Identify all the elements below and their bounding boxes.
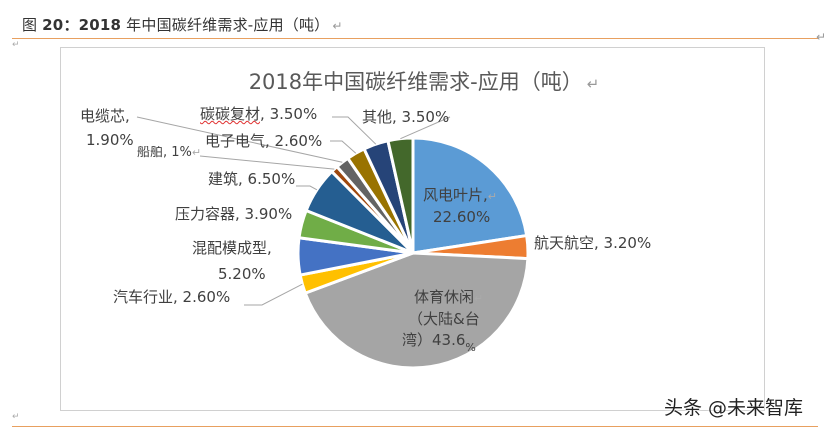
return-mark-icon: ↵: [474, 292, 484, 305]
label-name: 船舶,: [137, 146, 172, 158]
label-value: 2.60%: [274, 132, 323, 150]
label-name: 汽车行业,: [113, 288, 183, 306]
caption-rule-top: [12, 38, 818, 39]
label-name: 风电叶片,: [423, 186, 488, 204]
pie-slice[interactable]: [386, 136, 415, 255]
chart-title-text: 2018年中国碳纤维需求-应用（吨）: [248, 70, 583, 94]
return-mark-icon: ↵: [815, 30, 826, 44]
label-value: 3.50%: [269, 105, 318, 123]
label-name: 电子电气,: [205, 132, 275, 150]
label-value: 3.20%: [603, 234, 652, 252]
paragraph-mark-icon: ↵: [12, 412, 20, 422]
leader-line: [332, 116, 377, 145]
label-value: 5.20%: [218, 265, 266, 283]
label-value: 湾）43.6: [402, 331, 466, 349]
return-mark-icon: ↵: [332, 19, 343, 33]
label-value: 6.50%: [247, 170, 296, 188]
label-cable-core: 电缆芯, 1.90%: [80, 104, 134, 152]
label-sep: ,: [260, 105, 270, 123]
label-sports: 体育休闲↵ （大陆&台 湾）43.6%: [402, 287, 484, 354]
leader-line: [244, 283, 303, 306]
label-name: 体育休闲: [414, 288, 475, 306]
caption-prefix: 图: [22, 16, 43, 34]
caption-number: 20：2018: [42, 16, 122, 34]
label-name: 压力容器,: [175, 205, 245, 223]
return-mark-icon: ↵: [191, 146, 202, 158]
label-name: 其他,: [362, 108, 402, 126]
label-value: 1.90%: [86, 131, 134, 149]
caption-rule-bottom: [12, 426, 818, 427]
label-value: 3.50%: [401, 108, 450, 126]
leader-line: [400, 116, 451, 140]
label-value: 1%: [171, 146, 192, 158]
label-electronics: 电子电气, 2.60%: [205, 131, 322, 151]
label-name: 碳碳复材: [200, 105, 261, 123]
label-unit: %: [465, 341, 476, 354]
label-name: 电缆芯,: [80, 107, 130, 125]
label-pressure-vessel: 压力容器, 3.90%: [175, 204, 292, 224]
label-auto: 汽车行业, 2.60%: [113, 287, 230, 307]
label-molding: 混配模成型, 5.20%: [192, 235, 272, 287]
label-other: 其他, 3.50%: [362, 107, 449, 127]
label-name: 混配模成型,: [192, 239, 272, 257]
label-name-cont: （大陆&台: [408, 310, 480, 328]
return-mark-icon: ↵: [586, 75, 600, 93]
pie-slice[interactable]: [303, 251, 530, 370]
caption-text: 年中国碳纤维需求-应用（吨）: [121, 16, 330, 34]
label-ship: 船舶, 1%↵: [137, 146, 201, 158]
leader-line: [296, 185, 318, 191]
label-value: 22.60%: [433, 208, 491, 226]
label-name: 航天航空,: [534, 234, 604, 252]
label-wind-blade: 风电叶片,↵ 22.60%: [423, 185, 497, 227]
watermark: 头条 @未来智库: [664, 397, 804, 419]
label-carbon-carbon: 碳碳复材, 3.50%: [200, 104, 317, 124]
return-mark-icon: ↵: [487, 190, 497, 203]
label-name: 建筑,: [208, 170, 248, 188]
leader-line: [330, 140, 357, 154]
chart-frame[interactable]: [60, 47, 765, 411]
leader-line: [136, 116, 343, 163]
label-building: 建筑, 6.50%: [208, 169, 295, 189]
label-value: 2.60%: [182, 288, 231, 306]
leader-line: [199, 155, 335, 170]
label-aerospace: 航天航空, 3.20%: [534, 233, 651, 253]
label-value: 3.90%: [244, 205, 293, 223]
figure-caption: 图 20：2018 年中国碳纤维需求-应用（吨） ↵: [22, 14, 343, 35]
pie-slice[interactable]: [411, 136, 529, 255]
paragraph-mark-icon: ↵: [12, 40, 20, 50]
chart-title: 2018年中国碳纤维需求-应用（吨） ↵: [0, 66, 828, 96]
